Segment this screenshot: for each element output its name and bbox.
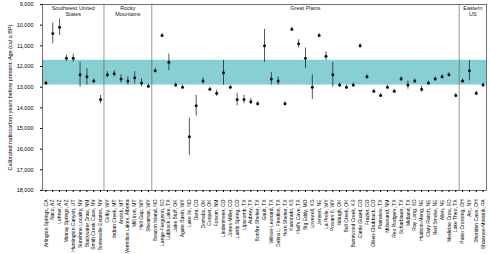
svg-text:Sunshine Locality, NV: Sunshine Locality, NV [77, 199, 83, 248]
svg-text:Lake Ilo, ND: Lake Ilo, ND [186, 199, 192, 227]
svg-text:Sheaman, WY: Sheaman, WY [145, 199, 151, 232]
svg-text:Wilson-Leonard, TX: Wilson-Leonard, TX [268, 199, 274, 244]
svg-text:13,000: 13,000 [17, 84, 34, 90]
svg-text:RockyMountains: RockyMountains [115, 5, 141, 16]
svg-text:Red Smoke, NE: Red Smoke, NE [432, 199, 438, 236]
svg-text:Clary Ranch, NE: Clary Ranch, NE [425, 199, 431, 237]
svg-text:18,000: 18,000 [17, 187, 34, 193]
svg-text:Dent, CO: Dent, CO [193, 199, 199, 220]
svg-text:Aubrey, TX: Aubrey, TX [247, 199, 253, 224]
svg-text:Lovewell, KS: Lovewell, KS [309, 199, 315, 229]
svg-text:Sheriden Cave, OH: Sheriden Cave, OH [473, 199, 479, 243]
svg-text:Lehner, AZ: Lehner, AZ [56, 200, 62, 224]
svg-text:EasternUS: EasternUS [463, 5, 482, 16]
svg-text:14,000: 14,000 [17, 105, 34, 111]
svg-text:Cooper, OK: Cooper, OK [206, 199, 212, 226]
svg-text:Ray Long, SD: Ray Long, SD [411, 199, 417, 231]
svg-text:Colby, WY: Colby, WY [104, 199, 110, 223]
svg-text:Vermilion Lakes, Alberta: Vermilion Lakes, Alberta [124, 199, 130, 253]
svg-text:17,000: 17,000 [17, 167, 34, 173]
svg-text:Paleo Crossing, OH: Paleo Crossing, OH [459, 199, 465, 244]
svg-text:Domebo, OK: Domebo, OK [200, 199, 206, 229]
svg-text:Allen, NE: Allen, NE [439, 199, 445, 221]
svg-text:Naco, AZ: Naco, AZ [49, 200, 55, 221]
svg-text:Lake Theo, TX: Lake Theo, TX [452, 199, 458, 232]
svg-text:Kanorado, KS: Kanorado, KS [288, 199, 294, 231]
svg-text:Jensen, NE: Jensen, NE [316, 199, 322, 226]
svg-text:Big Eddy, MO: Big Eddy, MO [302, 199, 308, 230]
svg-text:Scharbauer, TX: Scharbauer, TX [398, 199, 404, 234]
svg-text:Olsen-Chubbuck, CO: Olsen-Chubbuck, CO [370, 199, 376, 247]
svg-text:Waugh, OK: Waugh, OK [336, 199, 342, 225]
svg-text:Powars II, WY: Powars II, WY [329, 199, 335, 231]
svg-text:11,000: 11,000 [17, 43, 33, 49]
svg-text:Cattle Guard, CO: Cattle Guard, CO [357, 199, 363, 238]
svg-text:Great Plains: Great Plains [290, 5, 321, 11]
svg-text:Lamb Spring, CO: Lamb Spring, CO [234, 199, 240, 238]
svg-text:16,000: 16,000 [17, 146, 34, 152]
svg-text:Rex Rodgers, TX: Rex Rodgers, TX [391, 199, 397, 238]
svg-text:Agate Basin, WY: Agate Basin, WY [179, 199, 185, 237]
svg-text:Frazier, CO: Frazier, CO [364, 199, 370, 225]
svg-text:9,000: 9,000 [20, 1, 34, 7]
svg-text:Mill Iron, MT: Mill Iron, MT [131, 200, 137, 228]
svg-text:Hell Gap, WY: Hell Gap, WY [138, 199, 144, 230]
svg-text:Southwest UnitedStates: Southwest UnitedStates [52, 5, 95, 16]
svg-text:Arlington Springs, CA: Arlington Springs, CA [43, 199, 49, 247]
svg-text:10,000: 10,000 [17, 22, 34, 28]
svg-text:Milnesand, NM: Milnesand, NM [384, 200, 390, 233]
svg-text:Lubbock Lake, TX: Lubbock Lake, TX [165, 199, 171, 240]
svg-text:Indian Creek, MT: Indian Creek, MT [111, 200, 117, 238]
svg-text:Beacon Island, ND: Beacon Island, ND [152, 199, 158, 241]
svg-text:Lindenmeier, CO: Lindenmeier, CO [220, 199, 226, 237]
svg-text:Hall's Cave, TX: Hall's Cave, TX [295, 199, 301, 234]
svg-text:Horn Shelter, TX: Horn Shelter, TX [282, 199, 288, 237]
svg-text:Midland, TX: Midland, TX [405, 199, 411, 226]
svg-text:Hudson-Meng, NE: Hudson-Meng, NE [418, 199, 424, 241]
svg-text:La Prele, WY: La Prele, WY [323, 199, 329, 229]
svg-text:Burntwood Creek, KS: Burntwood Creek, KS [350, 199, 356, 248]
svg-text:Lipscomb, TX: Lipscomb, TX [241, 199, 247, 230]
svg-text:Huntington Canyon, UT: Huntington Canyon, UT [70, 200, 76, 252]
svg-text:Bonfire Shelter, TX: Bonfire Shelter, TX [254, 199, 260, 242]
svg-text:Shawnee-Minisink, PA: Shawnee-Minisink, PA [480, 199, 486, 249]
svg-text:Folsom, NM: Folsom, NM [213, 200, 219, 227]
svg-text:Lange-Ferguson, SD: Lange-Ferguson, SD [159, 199, 165, 246]
svg-text:15,000: 15,000 [17, 125, 34, 131]
svg-text:Anzick, MT: Anzick, MT [118, 200, 124, 225]
svg-text:Debra L. Friedkin, TX: Debra L. Friedkin, TX [275, 199, 281, 247]
svg-text:Plainview, TX: Plainview, TX [377, 199, 383, 230]
svg-text:Gault, TX: Gault, TX [261, 199, 267, 221]
svg-text:Blackwater Draw, NM: Blackwater Draw, NM [84, 200, 90, 248]
svg-text:Medicine Crow, SD: Medicine Crow, SD [446, 199, 452, 242]
svg-text:Jake Bluff, OK: Jake Bluff, OK [172, 199, 178, 232]
svg-text:Bull Creek, OK: Bull Creek, OK [343, 199, 349, 233]
svg-text:Murray Springs, AZ: Murray Springs, AZ [63, 200, 69, 243]
svg-text:Arc, NY: Arc, NY [466, 199, 472, 217]
svg-text:Calibrated radiocarbon years b: Calibrated radiocarbon years before pres… [7, 24, 13, 170]
svg-text:Bonneville Estates, NV: Bonneville Estates, NV [97, 199, 103, 251]
svg-text:Jones-Miller, CO: Jones-Miller, CO [227, 199, 233, 236]
svg-text:12,000: 12,000 [17, 63, 34, 69]
svg-text:Smith Creek Cave, NV: Smith Creek Cave, NV [90, 199, 96, 250]
